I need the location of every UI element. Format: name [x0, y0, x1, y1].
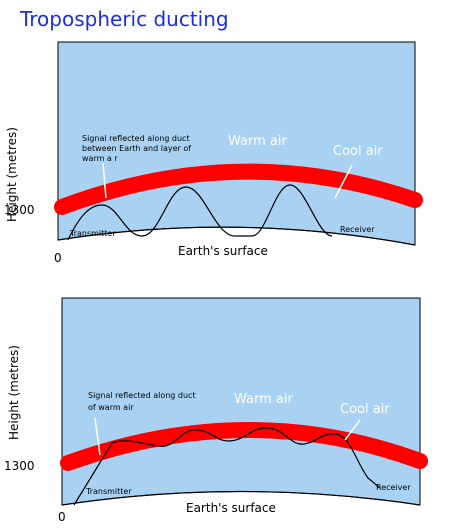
pointer [102, 162, 107, 199]
surface-label: Earth's surface [186, 501, 276, 515]
duct-layer [60, 422, 428, 471]
cool-label: Cool air [333, 144, 383, 159]
pointer [94, 417, 101, 456]
y-axis-label: Height (metres) [7, 345, 21, 440]
transmitter-label: Transmitter [69, 229, 116, 238]
note: between Earth and layer of [82, 144, 191, 153]
height-label: 1300 [4, 459, 35, 473]
note: Signal reflected along duct [88, 391, 196, 400]
transmitter-label: Transmitter [85, 487, 132, 496]
duct-layer [54, 163, 423, 215]
note: warm a r [82, 154, 118, 163]
zero-label: 0 [54, 251, 62, 265]
warm-label: Warm air [228, 134, 287, 149]
pointer [344, 419, 361, 441]
earth-surface [57, 226, 416, 246]
surface-label: Earth's surface [178, 244, 268, 258]
signal-path [67, 184, 333, 241]
height-label: 1300 [4, 203, 35, 217]
warm-label: Warm air [234, 392, 293, 407]
receiver-label: Receiver [340, 225, 375, 234]
signal-path [73, 427, 381, 506]
note: of warm air [88, 403, 134, 412]
receiver-label: Receiver [376, 483, 411, 492]
pointer [334, 164, 353, 199]
note: Signal reflected along duct [82, 134, 190, 143]
title: Tropospheric ducting [19, 7, 229, 31]
panel: Signal reflected along duct between Eart… [4, 41, 423, 265]
y-axis-label: Height (metres) [5, 127, 19, 222]
earth-surface [61, 490, 421, 506]
zero-label: 0 [58, 510, 66, 524]
cool-label: Cool air [340, 402, 390, 417]
panel: Signal reflected along duct of warm air … [4, 297, 428, 524]
